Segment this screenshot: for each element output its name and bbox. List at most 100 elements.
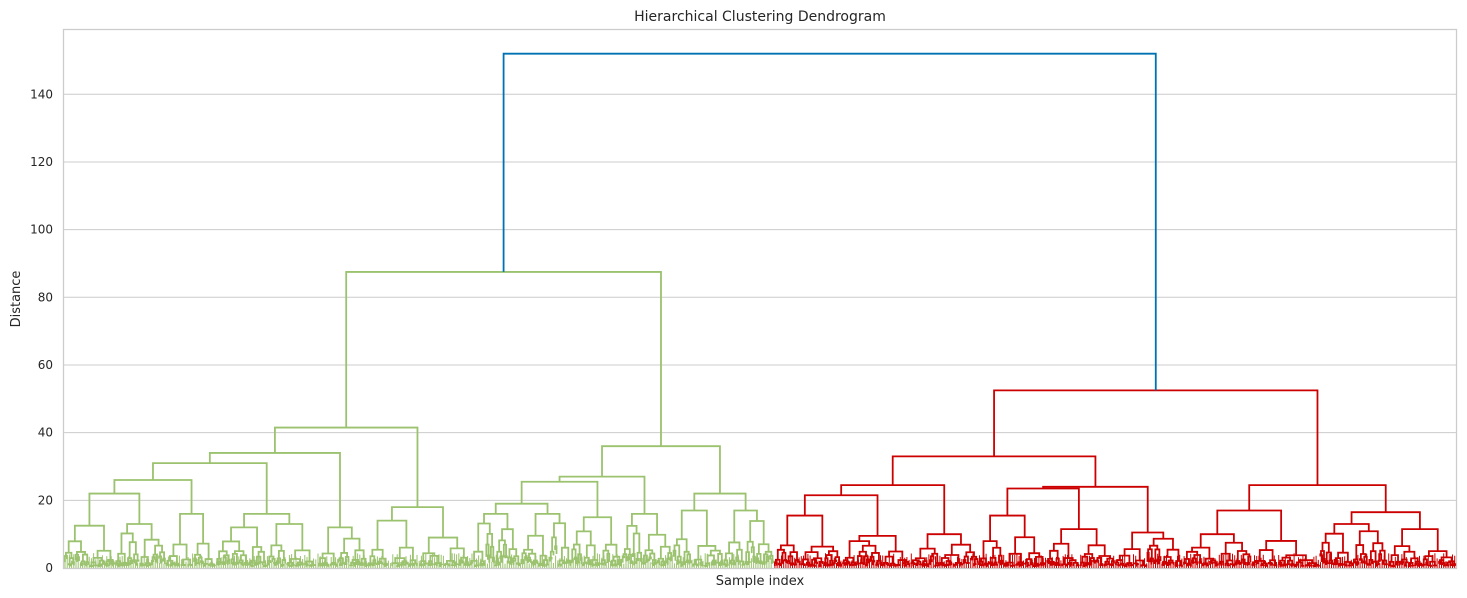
sub-link-B1b1a (1021, 562, 1025, 567)
sub-link-A1b2 (439, 563, 443, 566)
sub-link-B2b2 (1401, 561, 1405, 566)
link-B (993, 389, 1319, 486)
sub-link-B2a2 (1264, 564, 1268, 567)
sub-link-B1b1a (1015, 563, 1019, 566)
sub-link-A1a1b1 (245, 564, 249, 567)
sub-link-A1b2 (458, 563, 462, 566)
sub-link-B2a1 (1237, 561, 1242, 565)
sub-link-B2a1 (1183, 558, 1190, 564)
sub-link-B1b1a (1029, 562, 1034, 566)
sub-link-B2a2 (1279, 563, 1283, 567)
sub-link-B2b2 (1387, 564, 1392, 567)
link-A1a1a (113, 479, 193, 514)
sub-link-A1a2 (344, 563, 348, 566)
sub-link-B1a2 (966, 562, 970, 565)
sub-link-A2b2 (750, 546, 755, 557)
sub-link-A1a1a2 (203, 563, 208, 566)
sub-link-B2a2 (1252, 564, 1256, 567)
sub-link-B1b2 (1163, 556, 1172, 562)
sub-link-B2b1 (1370, 560, 1374, 565)
sub-link-B1a1a (826, 563, 830, 567)
sub-link-A2a1a2 (565, 561, 569, 564)
sub-link-A2a1b (613, 563, 617, 567)
sub-link-B1b1a (1032, 564, 1037, 568)
sub-link-B1b1b (1068, 559, 1077, 563)
sub-link-A2a1b (576, 561, 580, 566)
sub-link-A1a2 (327, 526, 353, 554)
sub-link-A2b2 (723, 559, 729, 566)
sub-link-A2a2 (651, 559, 657, 564)
y-tick-label-80: 80 (38, 290, 53, 304)
link-B2b (1350, 511, 1421, 530)
sub-link-B2b2 (1432, 564, 1438, 567)
sub-link-B2b1 (1359, 558, 1363, 564)
sub-link-B2b2 (1414, 563, 1418, 567)
sub-link-A1a2 (351, 559, 359, 563)
sub-link-A2b1 (716, 561, 721, 567)
sub-link-A1a1b1 (257, 550, 265, 563)
sub-link-A1a1a2 (179, 512, 205, 545)
sub-link-B2b1 (1363, 555, 1368, 564)
sub-link-A2b2 (744, 561, 748, 566)
sub-link-B1a1b (853, 563, 857, 566)
sub-link-A1a2 (355, 561, 359, 566)
sub-link-B2a1 (1236, 550, 1248, 562)
sub-link-B1a1b (842, 562, 846, 566)
sub-link-B2b1 (1322, 557, 1326, 564)
sub-link-B2a1 (1224, 541, 1243, 554)
sub-link-A1a1a1a (93, 564, 98, 567)
sub-link-A1a1a1b (145, 562, 151, 566)
sub-link-A1b1 (371, 562, 375, 567)
sub-link-B1a2 (939, 562, 944, 566)
sub-link-B2b1 (1319, 553, 1323, 562)
sub-link-A1a2 (341, 562, 345, 566)
sub-link-A2a2 (669, 557, 673, 562)
sub-link-B1a1a (789, 551, 798, 561)
sub-link-B1a1a (836, 562, 842, 567)
sub-link-B1a1b (844, 556, 855, 563)
sub-link-A1a1b2 (286, 563, 290, 567)
sub-link-A1a1b1 (222, 556, 227, 564)
sub-link-A1a1a1a (84, 564, 88, 567)
sub-link-B2b1 (1332, 562, 1337, 566)
sub-link-B1a1a (812, 565, 817, 567)
y-axis-label: Distance (9, 271, 24, 328)
sub-link-B1b1b (1084, 564, 1088, 567)
sub-link-B1a1a (783, 559, 788, 564)
sub-link-B2a2 (1255, 562, 1260, 566)
sub-link-A1a1a1b (126, 523, 153, 540)
sub-link-A2a2 (656, 560, 661, 566)
sub-link-A2a1a1 (504, 555, 508, 559)
sub-link-A1a1a1b (117, 565, 121, 568)
sub-link-B2b1 (1334, 557, 1342, 564)
sub-link-A1b1 (372, 559, 377, 565)
sub-link-A1b1 (401, 560, 408, 563)
sub-link-B1a2 (953, 563, 959, 567)
sub-link-B1a1a (794, 559, 800, 565)
sub-link-A1b1 (399, 563, 403, 567)
grid (64, 93, 1456, 501)
sub-link-A1a1a1b (135, 559, 140, 565)
sub-link-B1b1b (1107, 563, 1111, 566)
sub-link-B2b1 (1381, 562, 1385, 565)
sub-link-B2b2 (1391, 564, 1396, 568)
sub-link-B1b1b (1057, 563, 1061, 567)
sub-link-B1b1a (1014, 536, 1036, 554)
sub-link-A1a1a1b (162, 557, 166, 564)
sub-link-A2a1a2 (527, 534, 544, 556)
sub-link-A1a1a1a (79, 563, 84, 567)
sub-link-B2b2 (1401, 528, 1439, 552)
sub-link-A2b2 (745, 551, 750, 562)
sub-link-B2b1 (1368, 558, 1374, 565)
sub-link-A1a1a1a (67, 563, 72, 567)
sub-link-B2a2 (1261, 562, 1268, 566)
sub-link-A2b1 (711, 559, 717, 566)
sub-link-B1b2 (1123, 564, 1128, 568)
sub-link-A2a1a1 (470, 559, 478, 566)
y-tick-label-120: 120 (30, 155, 53, 169)
sub-link-A2b1 (672, 549, 677, 561)
sub-link-A2a2 (633, 561, 637, 566)
sub-link-A2a1a2 (549, 550, 555, 558)
sub-link-B1b2 (1149, 557, 1154, 563)
sub-link-A1a1a1a (101, 562, 106, 565)
